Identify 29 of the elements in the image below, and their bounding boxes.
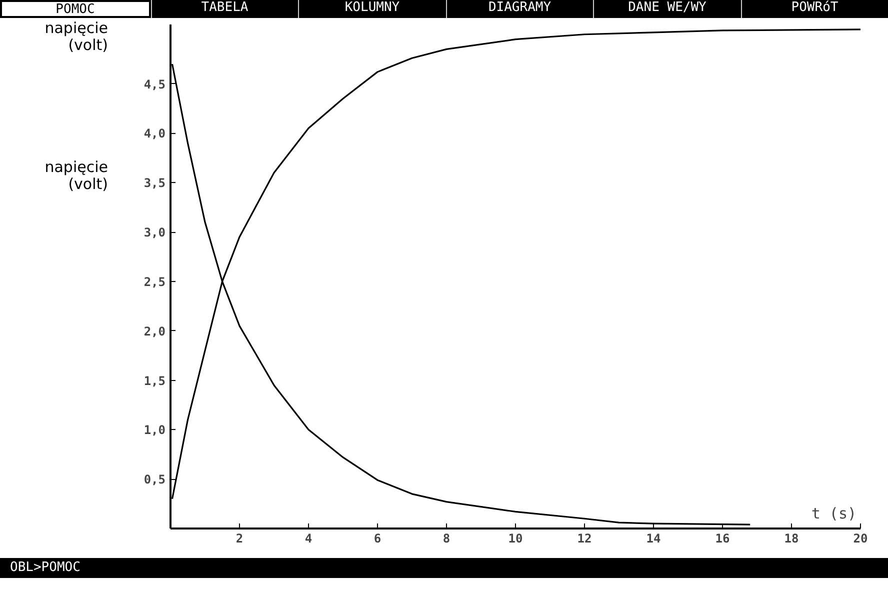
y-tick-label: 2,5	[144, 274, 166, 289]
x-tick-label: 16	[715, 532, 730, 546]
y-tick-label: 1,0	[144, 423, 166, 438]
text: OBL>POMOC	[0, 558, 888, 578]
x-tick-label: 18	[784, 532, 799, 546]
x-tick-label: 6	[374, 532, 382, 546]
text: TABELA	[150, 0, 298, 18]
y-tick-label: 1,5	[144, 374, 166, 388]
text: DANE WE/WY	[593, 0, 740, 18]
text: POWRóT	[740, 0, 888, 18]
x-tick-label: 20	[853, 532, 868, 546]
x-tick-label: 4	[304, 532, 312, 546]
y-tick-label: 4,0	[144, 126, 166, 141]
x-tick-label: 2	[236, 532, 244, 546]
x-tick-label: 10	[508, 532, 523, 546]
y-axis-title: napięcie (volt)	[44, 19, 108, 54]
text: napięcie (volt)	[44, 158, 108, 193]
y-tick-label: 2,0	[144, 324, 166, 338]
y-tick-label: 3,5	[144, 176, 166, 190]
x-axis-title: t (s)	[811, 504, 856, 522]
text: KOLUMNY	[298, 0, 446, 18]
y-tick-label: 0,5	[144, 472, 166, 487]
y-tick-label: 3,0	[144, 226, 166, 240]
y-tick-label: 4,5	[144, 77, 166, 92]
x-tick-label: 14	[646, 532, 661, 546]
x-tick-label: 8	[442, 532, 450, 546]
text: DIAGRAMY	[446, 0, 593, 18]
x-tick-label: 12	[577, 532, 592, 546]
text: POMOC	[0, 0, 150, 18]
